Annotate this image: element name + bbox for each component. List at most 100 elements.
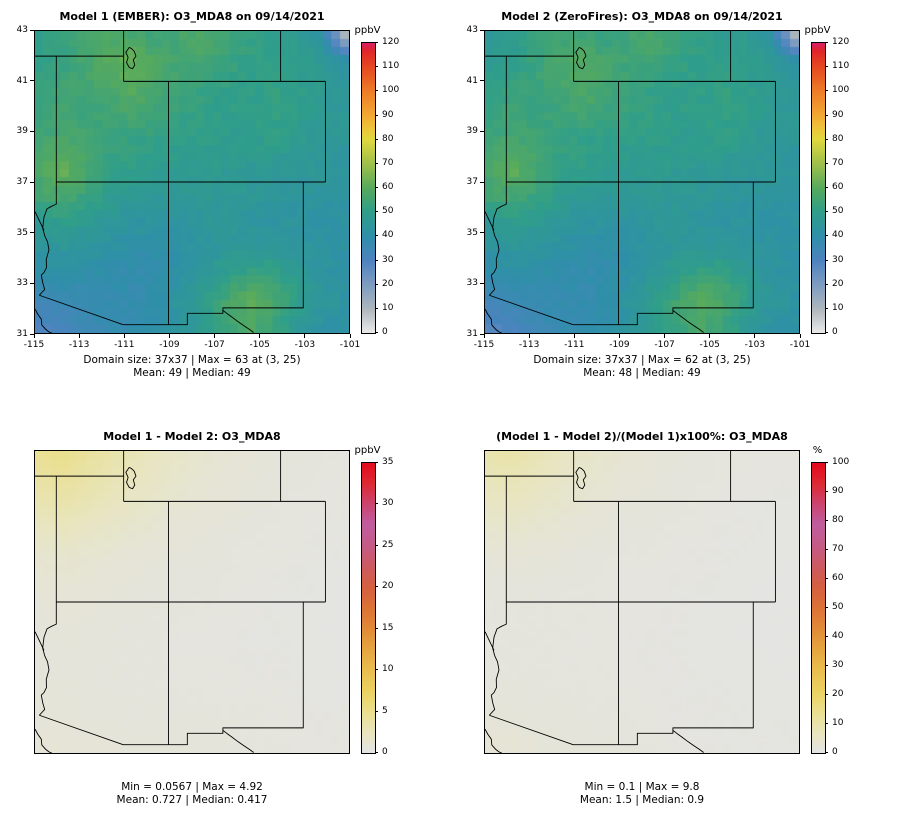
- y-axis-tick-mark: [30, 333, 34, 335]
- colorbar-tick-mark: [825, 636, 828, 637]
- y-axis-tick-label: 43: [466, 25, 478, 35]
- colorbar-tick-label: 70: [832, 157, 844, 168]
- colorbar-tick-mark: [825, 723, 828, 724]
- x-axis-tick-label: -111: [114, 340, 135, 350]
- colorbar-tick-mark: [375, 586, 378, 588]
- x-axis-tick-label: -103: [744, 340, 766, 350]
- x-axis-tick-mark: [709, 334, 711, 338]
- colorbar-tick-mark: [825, 187, 828, 188]
- x-axis-tick-label: -101: [339, 340, 361, 350]
- colorbar-tick-mark: [375, 710, 378, 712]
- colorbar-tick-label: 70: [382, 157, 394, 168]
- az-nv-ca-colorado-river: [488, 602, 507, 716]
- colorbar-tick-label: 0: [382, 747, 388, 757]
- x-axis-tick-label: -111: [564, 340, 585, 350]
- x-axis-tick-mark: [304, 334, 306, 338]
- rio-grande: [672, 309, 704, 333]
- colorbar-tick-mark: [825, 462, 828, 463]
- colorbar-tick-label: 60: [832, 573, 844, 583]
- x-axis-tick-mark: [754, 334, 756, 338]
- mexico-border: [489, 294, 619, 326]
- x-axis-tick-mark: [799, 334, 801, 338]
- gulf-of-california-coast: [485, 308, 502, 333]
- x-axis-tick-mark: [573, 334, 575, 338]
- stats-line-1: Domain size: 37x37 | Max = 63 at (3, 25): [83, 354, 301, 366]
- x-axis-tick-mark: [483, 334, 485, 338]
- colorbar-tick-mark: [375, 211, 378, 213]
- az-nv-ca-colorado-river: [488, 182, 507, 296]
- y-axis-tick-label: 39: [16, 126, 28, 137]
- x-axis-tick-label: -107: [654, 340, 675, 350]
- y-axis-tick-mark: [480, 232, 484, 234]
- colorbar-tick-mark: [375, 462, 378, 463]
- colorbar-tick-label: 10: [382, 664, 394, 675]
- nm-tx-border: [168, 602, 304, 746]
- colorbar-tick-mark: [375, 752, 378, 753]
- mexico-border: [489, 714, 619, 746]
- colorbar-tick-mark: [825, 607, 828, 608]
- colorbar-gradient: [811, 462, 826, 754]
- colorbar-tick-label: 110: [382, 61, 400, 72]
- colorbar-title: ppbV: [354, 445, 381, 456]
- x-axis-tick-mark: [123, 334, 125, 338]
- y-axis-tick-mark: [480, 333, 484, 335]
- colorbar-tick-label: 40: [832, 230, 844, 241]
- colorbar-tick-mark: [375, 307, 378, 309]
- colorbar-tick-mark: [825, 332, 828, 333]
- az-nv-ca-colorado-river: [38, 182, 57, 296]
- y-axis-tick-label: 33: [16, 278, 28, 289]
- x-axis-tick-label: -115: [23, 340, 45, 350]
- stats-line-1: Min = 0.1 | Max = 9.8: [584, 781, 700, 793]
- x-axis-tick-mark: [528, 334, 530, 338]
- colorbar-tick-label: 25: [382, 539, 394, 550]
- y-axis-tick-label: 31: [466, 329, 478, 339]
- colorbar-tick-label: 40: [382, 230, 394, 241]
- colorbar-tick-label: 5: [382, 705, 388, 716]
- x-axis-tick-mark: [664, 334, 666, 338]
- colorbar-tick-mark: [825, 211, 828, 213]
- y-axis-tick-mark: [480, 130, 484, 132]
- x-axis-tick-label: -109: [159, 340, 180, 350]
- y-axis-tick-mark: [30, 282, 34, 284]
- state-borders-overlay: [35, 451, 326, 753]
- panel-model1: Model 1 (EMBER): O3_MDA8 on 09/14/2021 p…: [0, 0, 450, 420]
- colorbar-tick-mark: [825, 235, 828, 237]
- lake-outline: [125, 46, 137, 70]
- panel-model-diff: Model 1 - Model 2: O3_MDA8 ppbV Min = 0.…: [0, 420, 450, 840]
- colorbar-tick-label: 100: [382, 85, 400, 96]
- colorbar-tick-mark: [375, 503, 378, 505]
- colorbar-tick-mark: [375, 66, 378, 68]
- state-borders-overlay: [485, 31, 776, 333]
- x-axis-tick-label: -105: [249, 340, 270, 350]
- lake-outline: [125, 466, 137, 490]
- az-nv-ca-colorado-river: [38, 602, 57, 716]
- panel-title: Model 1 - Model 2: O3_MDA8: [103, 430, 281, 443]
- y-axis-tick-label: 39: [466, 126, 478, 137]
- stats-line-2: Mean: 1.5 | Median: 0.9: [579, 794, 705, 806]
- x-axis-tick-mark: [78, 334, 80, 338]
- x-axis-tick-mark: [214, 334, 216, 338]
- colorbar-tick-mark: [375, 42, 378, 43]
- colorbar-tick-label: 30: [832, 660, 844, 670]
- colorbar-tick-label: 80: [832, 515, 844, 525]
- colorbar-tick-mark: [825, 752, 828, 753]
- x-axis-tick-label: -105: [699, 340, 720, 350]
- y-axis-tick-label: 37: [466, 177, 478, 187]
- colorbar-title: %: [812, 445, 823, 456]
- map-plot-area: [484, 450, 800, 754]
- rio-grande: [222, 729, 254, 753]
- ca-nv-diagonal: [485, 211, 495, 231]
- panel-percent-diff: (Model 1 - Model 2)/(Model 1)x100%: O3_M…: [450, 420, 900, 840]
- y-axis-tick-mark: [480, 282, 484, 284]
- colorbar-tick-label: 0: [382, 327, 388, 337]
- y-axis-tick-mark: [30, 80, 34, 82]
- y-axis-tick-label: 41: [466, 75, 478, 86]
- colorbar-tick-label: 20: [832, 278, 844, 289]
- ca-nv-diagonal: [485, 631, 495, 651]
- gulf-of-california-coast: [485, 728, 502, 753]
- colorbar-tick-label: 35: [382, 457, 394, 467]
- colorbar-tick-mark: [825, 549, 828, 550]
- colorbar-tick-mark: [825, 114, 828, 116]
- x-axis-tick-label: -115: [473, 340, 495, 350]
